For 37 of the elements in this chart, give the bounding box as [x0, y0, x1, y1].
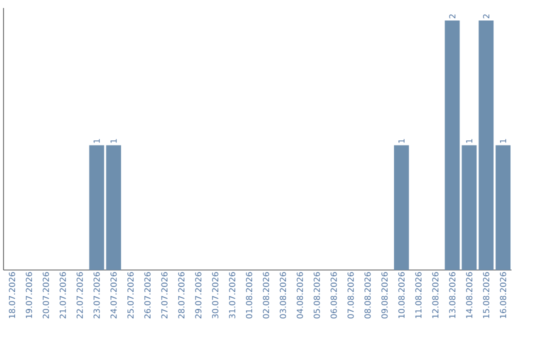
- x-tick-label: 10.08.2026: [398, 272, 405, 318]
- x-tick-label: 24.07.2026: [110, 272, 117, 318]
- x-tick-label: 25.07.2026: [127, 272, 134, 318]
- data-label: 1: [466, 139, 472, 143]
- x-tick-label: 15.08.2026: [483, 272, 490, 318]
- x-tick-label: 08.08.2026: [364, 272, 371, 318]
- x-tick-label: 05.08.2026: [314, 272, 320, 318]
- x-tick-label: 21.07.2026: [60, 272, 66, 318]
- x-tick-label: 07.08.2026: [348, 272, 354, 318]
- x-tick-label: 03.08.2026: [280, 272, 286, 318]
- data-label: 2: [449, 14, 456, 18]
- x-tick-label: 30.07.2026: [212, 272, 218, 318]
- x-tick-label: 28.07.2026: [178, 272, 184, 318]
- data-label: 1: [94, 139, 100, 143]
- x-tick-label: 09.08.2026: [381, 272, 388, 318]
- x-tick-label: 06.08.2026: [330, 272, 337, 318]
- x-tick-label: 23.07.2026: [94, 272, 100, 318]
- x-tick-label: 14.08.2026: [466, 272, 472, 318]
- x-tick-label: 04.08.2026: [296, 272, 303, 318]
- data-label: 1: [500, 139, 506, 143]
- x-tick-label: 01.08.2026: [246, 272, 252, 318]
- x-tick-label: 29.07.2026: [195, 272, 202, 318]
- x-tick-label: 11.08.2026: [415, 272, 422, 318]
- data-label: 1: [110, 139, 117, 143]
- x-tick-label: 31.07.2026: [229, 272, 236, 318]
- x-tick-label: 12.08.2026: [432, 272, 438, 318]
- x-tick-label: 22.07.2026: [76, 272, 83, 318]
- data-label: 2: [483, 14, 490, 18]
- x-tick-label: 13.08.2026: [449, 272, 456, 318]
- x-tick-label: 18.07.2026: [8, 272, 16, 318]
- x-tick-label: 26.07.2026: [144, 272, 151, 318]
- x-tick-label: 20.07.2026: [42, 272, 49, 318]
- x-tick-label: 02.08.2026: [262, 272, 270, 318]
- x-tick-label: 27.07.2026: [161, 272, 168, 318]
- x-tick-label: 19.07.2026: [26, 272, 32, 318]
- data-label: 1: [398, 139, 404, 143]
- x-tick-label: 16.08.2026: [500, 272, 506, 318]
